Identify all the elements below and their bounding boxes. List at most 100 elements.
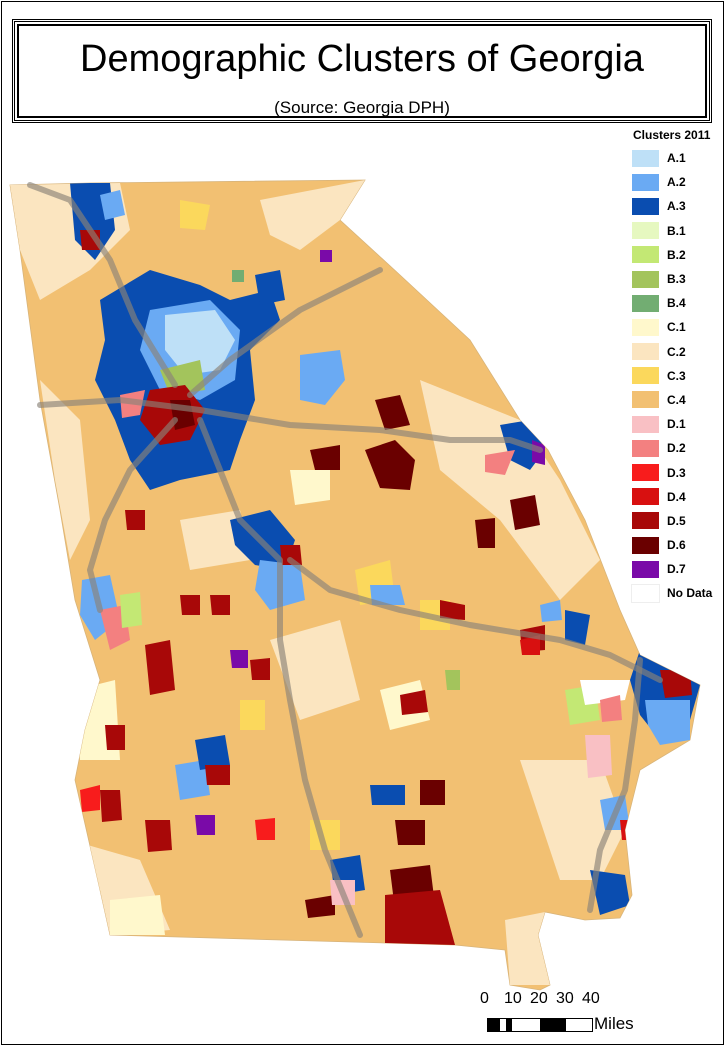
legend-swatch <box>632 149 659 167</box>
region-augusta-d2 <box>485 450 515 475</box>
legend-item: B.1 <box>630 219 722 243</box>
highway-i20 <box>37 397 543 453</box>
region-d6-c <box>510 495 540 530</box>
region-ne-a2 <box>300 350 345 405</box>
legend-item: D.4 <box>630 485 722 509</box>
region-a3-misc-a <box>370 785 405 805</box>
legend-swatch <box>632 294 659 312</box>
legend-swatch <box>632 173 659 191</box>
scale-segment-2 <box>500 1019 506 1031</box>
legend-label: D.1 <box>667 417 686 432</box>
legend-label: A.2 <box>667 175 686 190</box>
legend-item: D.7 <box>630 557 722 581</box>
region-b3-a <box>445 670 460 690</box>
legend-label: D.5 <box>667 513 686 528</box>
highway-i75-south <box>197 417 363 938</box>
region-savannah-d1 <box>585 735 612 778</box>
legend-swatch <box>632 391 659 409</box>
region-d7-c <box>320 250 332 262</box>
legend-swatch <box>632 536 659 554</box>
region-c2-west <box>40 380 90 560</box>
region-valdosta-d6 <box>305 895 335 918</box>
highway-i75-north <box>27 182 178 388</box>
region-d5-h <box>105 725 125 750</box>
region-albany-d5 <box>205 765 230 785</box>
scale-tick-20: 20 <box>530 990 548 1007</box>
legend-item: A.1 <box>630 146 722 170</box>
scale-bar <box>487 1018 593 1032</box>
legend-item: B.2 <box>630 243 722 267</box>
region-d5-f <box>180 595 200 615</box>
region-d5-d <box>250 658 270 680</box>
map-legend: Clusters 2011 A.1 A.2 A.3 B.1 B.2 B.3 B.4 C.1 C.… <box>630 128 722 606</box>
region-c1-d <box>110 895 165 935</box>
region-d5-k <box>440 600 465 620</box>
region-d6-e <box>395 820 425 845</box>
legend-label: D.3 <box>667 465 686 480</box>
scale-tick-30: 30 <box>556 990 574 1007</box>
legend-swatch <box>632 343 659 361</box>
scale-tick-0: 0 <box>480 990 489 1007</box>
region-c3-d <box>240 700 265 730</box>
legend-item: A.2 <box>630 170 722 194</box>
region-albany-a3 <box>195 735 230 770</box>
legend-item: D.6 <box>630 533 722 557</box>
region-savannah-a2 <box>645 700 690 745</box>
scale-tick-10: 10 <box>504 990 522 1007</box>
highway-i85-north <box>187 267 383 398</box>
region-atlanta-a1 <box>165 310 235 375</box>
legend-label: B.1 <box>667 223 686 238</box>
map-title: Demographic Clusters of Georgia <box>80 38 644 80</box>
legend-label: B.2 <box>667 247 686 262</box>
legend-item: C.1 <box>630 315 722 339</box>
legend-label: No Data <box>667 586 713 601</box>
region-d6-f <box>310 445 340 470</box>
legend-label: B.4 <box>667 296 686 311</box>
region-a3-misc-b <box>565 610 590 645</box>
legend-label: D.2 <box>667 441 686 456</box>
region-d4-b <box>620 820 640 840</box>
legend-item: No Data <box>630 581 722 605</box>
legend-label: C.1 <box>667 320 686 335</box>
legend-swatch <box>632 367 659 385</box>
highway-i85-south <box>87 417 178 613</box>
region-d5-e <box>210 595 230 615</box>
legend-label: D.6 <box>667 538 686 553</box>
scale-segment-4 <box>512 1019 540 1031</box>
interstate-highways <box>27 182 663 938</box>
legend-swatch <box>632 439 659 457</box>
highway-i95 <box>587 657 643 913</box>
legend-item: C.4 <box>630 388 722 412</box>
region-d5-g <box>125 510 145 530</box>
legend-swatch <box>632 197 659 215</box>
region-d6-b <box>375 395 410 430</box>
legend-item: C.2 <box>630 340 722 364</box>
legend-swatch <box>632 270 659 288</box>
legend-item: C.3 <box>630 364 722 388</box>
legend-label: B.3 <box>667 272 686 287</box>
legend-item: B.4 <box>630 291 722 315</box>
scale-segment-6 <box>566 1019 592 1031</box>
region-ne-a3 <box>255 270 285 305</box>
region-d3-b <box>255 818 275 840</box>
title-box: Demographic Clusters of Georgia (Source:… <box>12 19 712 123</box>
region-d3-a <box>80 785 100 812</box>
region-columbus-b2 <box>120 592 142 628</box>
region-c2-central <box>270 620 360 720</box>
scale-segment-1 <box>488 1019 500 1031</box>
region-b4-a <box>232 270 244 282</box>
region-d6-g <box>475 518 495 548</box>
region-north-a2 <box>100 190 125 220</box>
legend-swatch <box>632 512 659 530</box>
legend-label: A.3 <box>667 199 686 214</box>
legend-swatch <box>632 318 659 336</box>
region-d6-a <box>365 440 415 490</box>
legend-item: D.1 <box>630 412 722 436</box>
region-c3-e <box>180 200 210 230</box>
title-box-inner-border <box>17 24 707 118</box>
region-d5-c <box>145 820 172 852</box>
legend-label: C.4 <box>667 392 686 407</box>
legend-items: A.1 A.2 A.3 B.1 B.2 B.3 B.4 C.1 C.2 C.3 C.4 D.1 D.2 D… <box>630 146 722 606</box>
region-d5-b <box>145 640 175 695</box>
region-brunswick-a3 <box>590 870 630 915</box>
